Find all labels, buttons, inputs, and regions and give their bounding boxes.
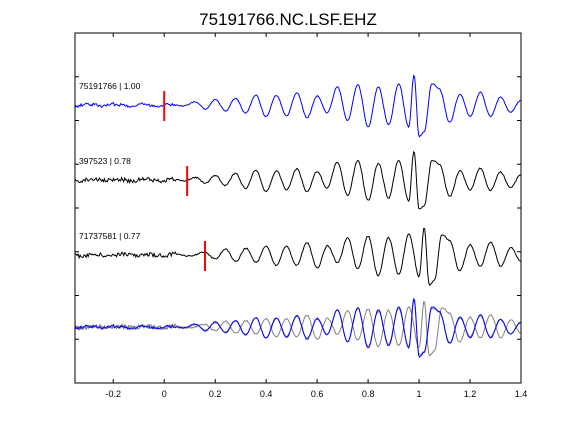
x-tick-label: 0.6 [311,389,324,399]
trace-75191766 [74,74,522,138]
x-tick-label: 1 [417,389,422,399]
overlay-stack [74,297,522,358]
overlay-trace-75191766 [74,297,522,358]
x-tick-label: -0.2 [105,389,121,399]
x-tick-label: 1.4 [515,389,528,399]
trace-label-71737581: 71737581 | 0.77 [79,231,141,241]
trace-71737581 [74,227,522,286]
trace-397523 [74,150,522,210]
overlay-trace-71737581 [74,301,522,357]
x-tick-label: 0 [162,389,167,399]
axes: -0.2 0 0.2 0.4 0.6 0.8 1 1.2 1.4 [74,32,528,399]
trace-label-397523: 397523 | 0.78 [79,156,131,166]
trace-label-75191766: 75191766 | 1.00 [79,81,141,91]
x-tick-label: 1.2 [464,389,477,399]
x-tick-label: 0.4 [260,389,273,399]
x-tick-label: 0.8 [362,389,375,399]
x-tick-label: 0.2 [209,389,222,399]
plot-area: 75191766 | 1.00 397523 | 0.78 71737581 | 0… [74,74,522,358]
chart-title: 75191766.NC.LSF.EHZ [199,10,377,29]
